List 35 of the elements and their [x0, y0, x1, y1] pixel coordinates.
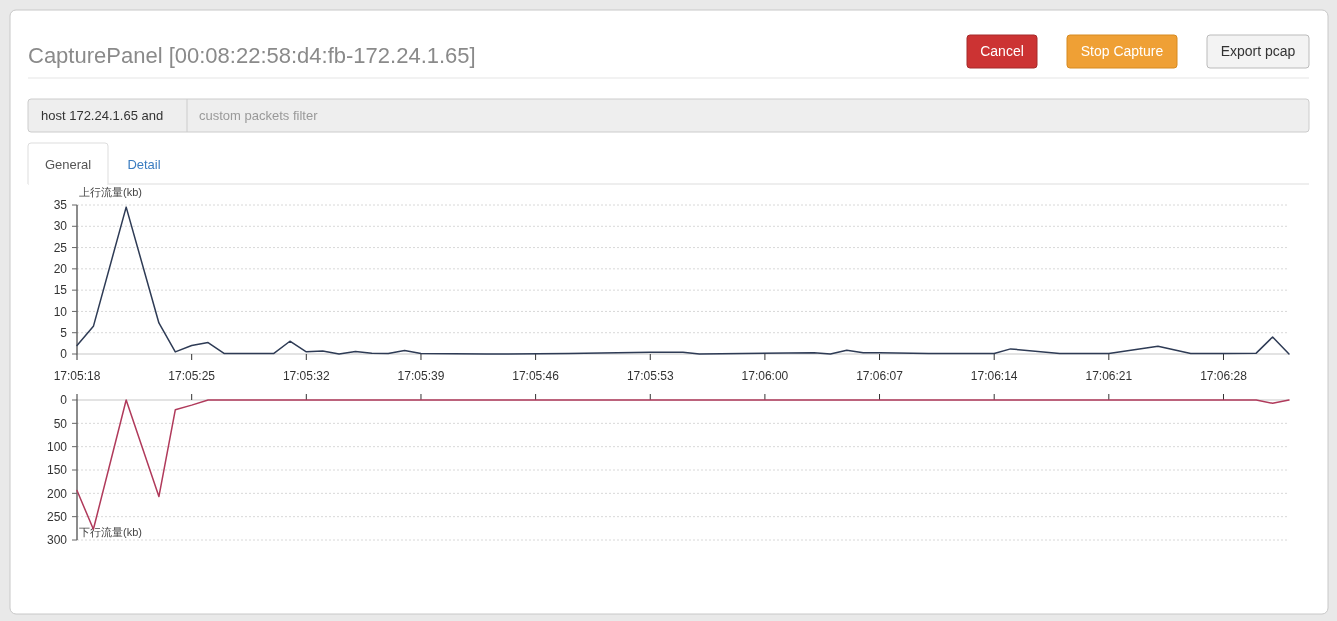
x-tick-label: 17:05:39	[397, 369, 445, 383]
x-tick-label: 17:06:14	[970, 369, 1018, 383]
button: Stop Capture	[1066, 34, 1178, 69]
y-tick-label: 50	[53, 416, 68, 431]
y-tick-label: 150	[46, 463, 68, 478]
x-tick-label: 17:05:46	[512, 369, 560, 383]
x-tick-label: 17:05:32	[282, 369, 330, 383]
x-tick-label: 17:05:18	[53, 369, 101, 383]
y-tick-label: 10	[53, 304, 68, 319]
button: Export pcap	[1206, 34, 1310, 69]
y-tick-label: 0	[60, 347, 68, 362]
tab-bar: General Detail	[27, 142, 1310, 185]
line-series	[76, 206, 1290, 355]
y-tick-label: 35	[53, 198, 68, 213]
y-tick-label: 250	[46, 509, 68, 524]
chart-title: CapturePanel [00:08:22:58:d4:fb-172.24.1.65]	[28, 43, 476, 68]
filter-input: host 172.24.1.65 and custom packets filter	[27, 98, 1310, 133]
x-tick-label: 17:06:00	[741, 369, 789, 383]
y-tick-label: 100	[46, 439, 68, 454]
y-tick-label: 25	[53, 240, 68, 255]
y-tick-label: 5	[60, 325, 68, 340]
y-tick-label: 30	[53, 219, 68, 234]
y-tick-label: 0	[60, 393, 68, 408]
x-tick-label: 17:06:21	[1085, 369, 1133, 383]
y-axis-title: 下行流量(kb)	[79, 526, 142, 538]
button: Cancel	[966, 34, 1038, 69]
x-tick-label: 17:05:25	[168, 369, 216, 383]
x-tick-label: 17:06:07	[856, 369, 904, 383]
y-tick-label: 200	[46, 486, 68, 501]
y-tick-label: 15	[53, 283, 68, 298]
x-tick-label: 17:06:28	[1200, 369, 1248, 383]
y-axis-title: 上行流量(kb)	[79, 186, 142, 198]
y-tick-label: 300	[46, 533, 68, 548]
y-tick-label: 20	[53, 262, 68, 277]
x-tick-label: 17:05:53	[626, 369, 674, 383]
